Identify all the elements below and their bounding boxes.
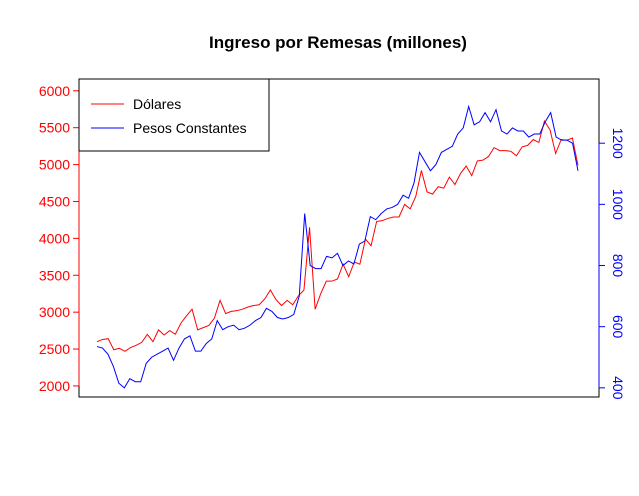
right-tick-label: 1200 (610, 128, 626, 159)
left-tick-label: 6000 (39, 83, 70, 99)
series-line-pesos-constantes (96, 104, 579, 389)
right-tick-label: 600 (610, 315, 626, 339)
chart-title: Ingreso por Remesas (millones) (209, 33, 467, 52)
legend: Dólares Pesos Constantes (78, 78, 270, 152)
right-tick-label: 400 (610, 376, 626, 400)
left-y-axis: 2000 2500 3000 3500 4000 4500 5000 5500 6000 (39, 83, 80, 394)
series-lines (96, 104, 579, 389)
left-tick-label: 4500 (39, 193, 70, 209)
left-tick-label: 5000 (39, 157, 70, 173)
left-tick-label: 4000 (39, 230, 70, 246)
legend-box (78, 78, 270, 152)
left-tick-label: 2500 (39, 341, 70, 357)
right-tick-label: 1000 (610, 189, 626, 220)
legend-label-pesos-constantes: Pesos Constantes (133, 120, 247, 136)
right-y-axis: 400 600 800 1000 1200 (598, 128, 626, 400)
right-tick-label: 800 (610, 254, 626, 278)
left-tick-label: 3000 (39, 304, 70, 320)
series-line-dolares (96, 119, 579, 352)
left-tick-label: 5500 (39, 120, 70, 136)
left-tick-label: 2000 (39, 378, 70, 394)
left-tick-label: 3500 (39, 267, 70, 283)
legend-label-dolares: Dólares (133, 96, 181, 112)
